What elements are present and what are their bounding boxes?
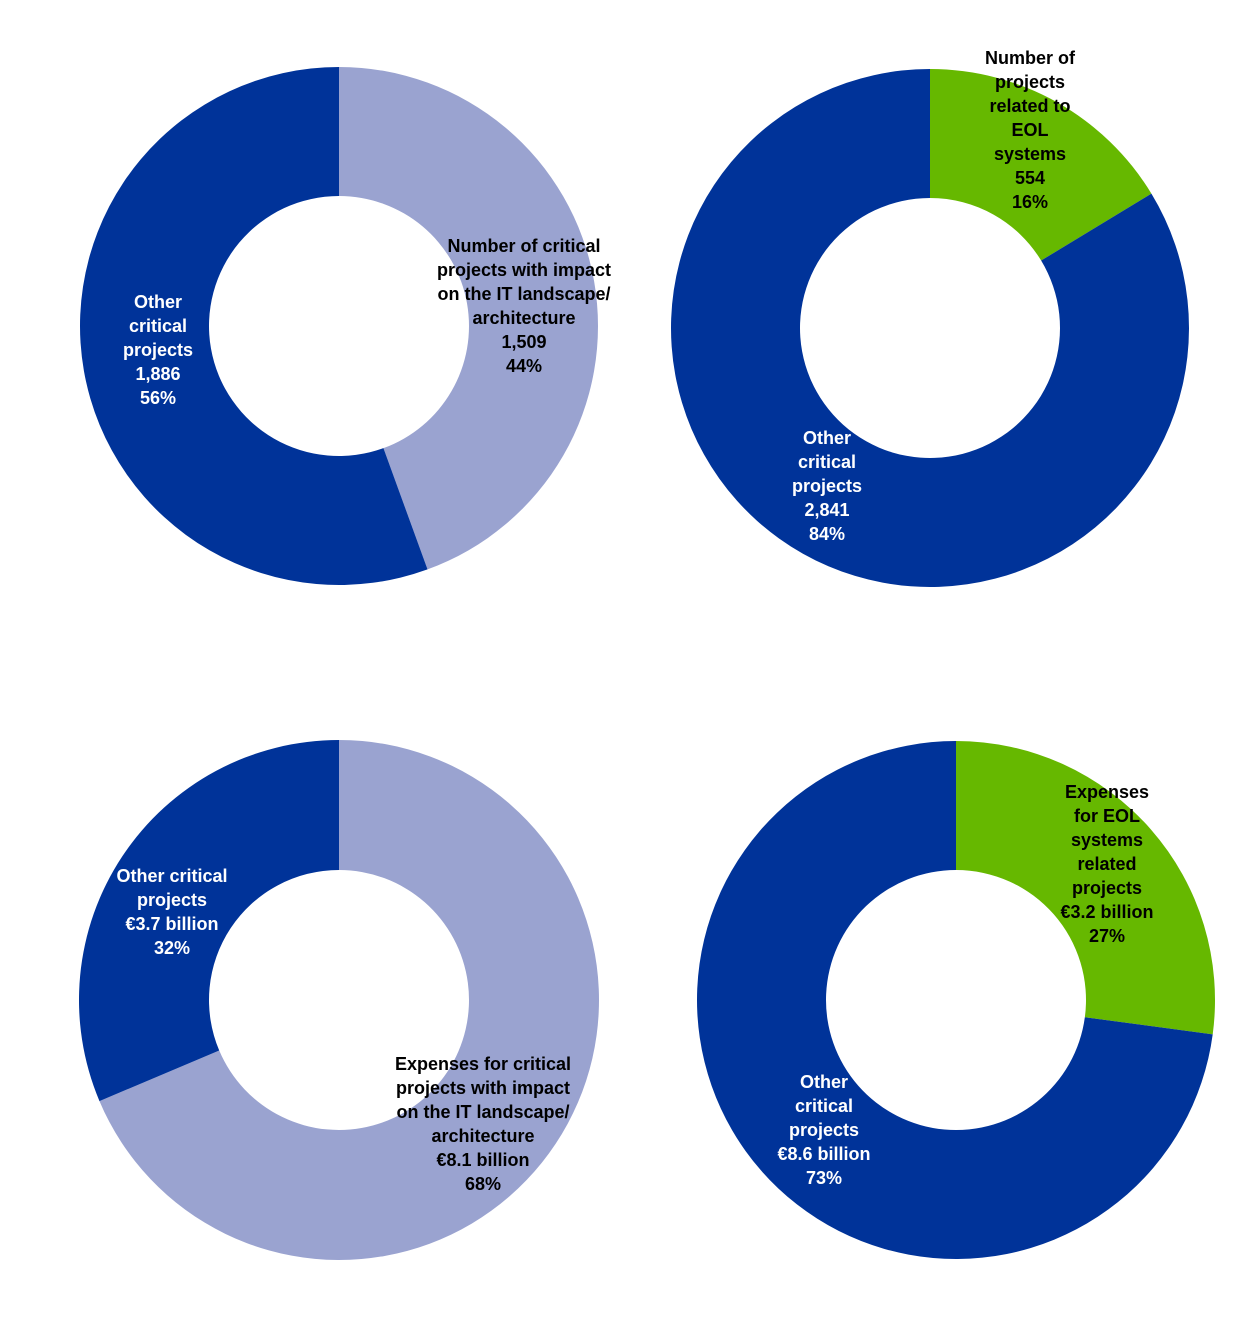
slice-label: Other critical projects 1,886 56%	[108, 290, 208, 410]
share-label: 73%	[805, 1168, 843, 1188]
slice-label: Number of critical projects with impact …	[437, 234, 612, 378]
slice-label: Expenses for EOL systems related project…	[1055, 780, 1160, 948]
share-label: 27%	[1088, 926, 1126, 946]
donut-slice	[956, 741, 1215, 1035]
value-label: 554	[1014, 168, 1046, 188]
category-name: Other critical projects	[788, 1072, 860, 1140]
share-label: 16%	[1011, 192, 1049, 212]
category-name: Number of projects related to EOL system…	[985, 48, 1075, 164]
category-name: Number of critical projects with impact …	[436, 236, 612, 328]
donut-slice	[339, 67, 599, 570]
category-name: Other critical projects	[116, 866, 228, 910]
value-label: €8.1 billion	[436, 1150, 530, 1170]
share-label: 56%	[139, 388, 177, 408]
slice-label: Other critical projects 2,841 84%	[780, 426, 875, 546]
share-label: 68%	[464, 1174, 502, 1194]
value-label: €3.2 billion	[1060, 902, 1154, 922]
share-label: 32%	[153, 938, 191, 958]
slice-label: Other critical projects €8.6 billion 73%	[777, 1070, 872, 1190]
donut-slice	[80, 67, 428, 585]
share-label: 44%	[505, 356, 543, 376]
donut-slice	[670, 69, 1189, 587]
category-name: Other critical projects	[122, 292, 194, 360]
value-label: 1,509	[501, 332, 547, 352]
donut-slice	[930, 69, 1152, 261]
value-label: €3.7 billion	[125, 914, 219, 934]
category-name: Expenses for critical projects with impa…	[394, 1054, 572, 1146]
slice-label: Number of projects related to EOL system…	[980, 46, 1080, 214]
donut-slice	[696, 741, 1213, 1259]
category-name: Expenses for EOL systems related project…	[1064, 782, 1150, 898]
donut-slice	[78, 740, 339, 1102]
donut-slice	[99, 740, 600, 1260]
slice-label: Other critical projects €3.7 billion 32%	[102, 864, 242, 960]
slice-label: Expenses for critical projects with impa…	[393, 1052, 573, 1196]
value-label: €8.6 billion	[777, 1144, 871, 1164]
value-label: 1,886	[135, 364, 181, 384]
value-label: 2,841	[804, 500, 850, 520]
share-label: 84%	[808, 524, 846, 544]
category-name: Other critical projects	[791, 428, 863, 496]
